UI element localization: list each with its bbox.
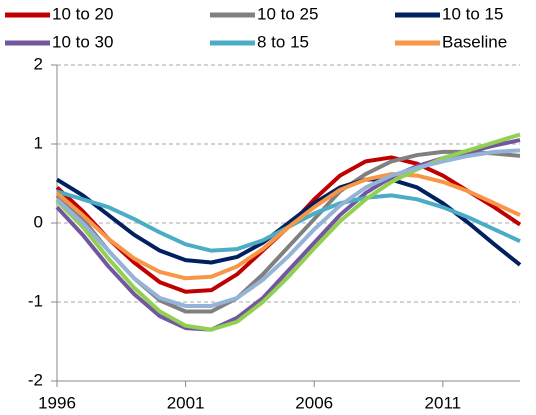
- series-line: [55, 132, 521, 332]
- series-line: [55, 138, 521, 332]
- x-tick-label: 2011: [425, 393, 462, 412]
- legend-label: 10 to 20: [52, 4, 113, 23]
- x-tick-label: 2001: [167, 393, 205, 412]
- series-line: [55, 148, 521, 308]
- x-tick-label: 2006: [295, 393, 333, 412]
- y-tick-label: 1: [34, 133, 43, 152]
- legend-label: 10 to 25: [257, 4, 318, 23]
- y-tick-label: -1: [28, 291, 43, 310]
- legend-label: Baseline: [442, 32, 507, 51]
- y-tick-label: 0: [34, 212, 43, 231]
- x-tick-label: 1996: [38, 393, 76, 412]
- y-tick-label: -2: [28, 370, 43, 389]
- y-tick-label: 2: [34, 54, 43, 73]
- series-line: [55, 177, 522, 267]
- legend-label: 10 to 15: [442, 4, 503, 23]
- series-line: [55, 172, 521, 281]
- legend-label: 10 to 30: [52, 32, 113, 51]
- legend-label: 8 to 15: [257, 32, 309, 51]
